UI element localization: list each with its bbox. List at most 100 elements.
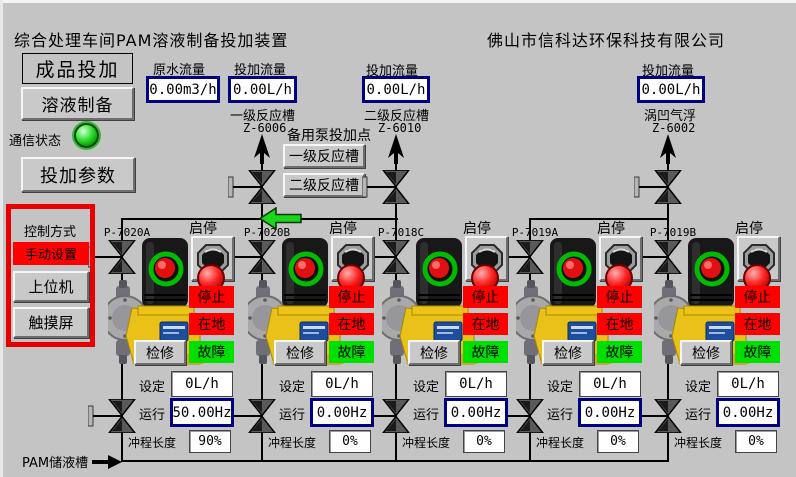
backup-dosing-label: 备用泵投加点 (287, 128, 371, 144)
maintenance-button[interactable]: 检修 (134, 340, 186, 365)
dosing-flow-3-label: 投加流量 (642, 64, 695, 79)
tank-feed-arrow-icon (92, 455, 122, 469)
control-mode-title: 控制方式 (24, 225, 77, 240)
stroke-length-value[interactable]: 0% (463, 430, 505, 453)
stroke-length-value[interactable]: 0% (597, 430, 639, 453)
pam-tank-label: PAM储液槽 (22, 456, 89, 471)
flotation-tag: Z-6002 (652, 121, 696, 135)
discharge-header-pipe-right (530, 218, 669, 220)
setpoint-label: 设定 (547, 380, 574, 395)
valve-icon[interactable] (228, 170, 276, 204)
local-status-badge: 在地 (735, 313, 780, 335)
comm-status-label: 通信状态 (9, 134, 62, 149)
nav-solution-prep-button[interactable]: 溶液制备 (21, 87, 134, 120)
dosing-flow-1-value: 0.00L/h (228, 76, 297, 103)
raw-water-flow-label: 原水流量 (153, 63, 206, 78)
setpoint-value[interactable]: 0L/h (445, 371, 507, 397)
comm-status-led-icon (74, 123, 99, 148)
maintenance-button[interactable]: 检修 (408, 340, 460, 365)
tank1-tag: Z-6006 (243, 121, 287, 135)
stop-status-badge: 停止 (735, 286, 780, 308)
nav-finished-dosing-button[interactable]: 成品投加 (22, 53, 133, 84)
flow-up-arrow-icon (388, 134, 404, 164)
tank2-name: 二级反应槽 (364, 109, 430, 124)
stroke-length-label: 冲程长度 (268, 436, 317, 450)
pump-tag-label: P-7020A (103, 226, 151, 239)
pump-column: P-7020B (228, 218, 378, 464)
startstop-label: 启停 (189, 221, 217, 237)
pump-column: P-7019B (634, 218, 784, 464)
maintenance-button[interactable]: 检修 (542, 340, 594, 365)
stop-status-badge: 停止 (189, 286, 234, 308)
backup-tank2-button[interactable]: 二级反应槽 (283, 173, 365, 197)
fault-status-badge: 故障 (463, 341, 508, 363)
stroke-length-label: 冲程长度 (536, 436, 585, 450)
dosing-flow-3-value: 0.00L/h (637, 76, 705, 103)
maintenance-button[interactable]: 检修 (274, 340, 326, 365)
maintenance-button[interactable]: 检修 (680, 340, 732, 365)
stop-status-badge: 停止 (597, 286, 642, 308)
setpoint-value[interactable]: 0L/h (717, 371, 779, 397)
flow-up-arrow-icon (660, 134, 676, 164)
run-freq-label: 运行 (413, 408, 440, 423)
run-freq-label: 运行 (279, 408, 306, 423)
pump-column: P-7019A (496, 218, 646, 464)
setpoint-label: 设定 (413, 380, 440, 395)
run-freq-label: 运行 (685, 408, 712, 423)
flow-up-arrow-icon (254, 134, 270, 164)
tank1-name: 一级反应槽 (230, 109, 296, 124)
fault-status-badge: 故障 (329, 341, 374, 363)
control-mode-manual-button[interactable]: 手动设置 (13, 242, 89, 265)
flow-left-green-arrow-icon (259, 207, 302, 230)
dosing-flow-2-label: 投加流量 (366, 64, 419, 79)
control-mode-frame (6, 204, 95, 347)
startstop-label: 启停 (463, 221, 491, 237)
stop-status-badge: 停止 (329, 286, 374, 308)
setpoint-value[interactable]: 0L/h (311, 371, 373, 397)
run-freq-value: 0.00Hz (310, 398, 374, 427)
pump-tag-label: P-7019A (511, 226, 559, 239)
company-name: 佛山市信科达环保科技有限公司 (487, 31, 726, 50)
setpoint-label: 设定 (685, 380, 712, 395)
stroke-length-value[interactable]: 0% (329, 430, 371, 453)
stroke-length-label: 冲程长度 (402, 436, 451, 450)
stroke-length-value[interactable]: 90% (189, 430, 231, 453)
dosing-flow-2-value: 0.00L/h (362, 76, 430, 103)
run-freq-value: 0.00Hz (444, 398, 508, 427)
pump-tag-label: P-7018C (377, 226, 425, 239)
dosing-flow-1-label: 投加流量 (234, 63, 287, 78)
local-status-badge: 在地 (463, 313, 508, 335)
local-status-badge: 在地 (189, 313, 234, 335)
run-freq-label: 运行 (547, 408, 574, 423)
setpoint-value[interactable]: 0L/h (171, 371, 233, 397)
run-freq-label: 运行 (139, 408, 166, 423)
local-status-badge: 在地 (329, 313, 374, 335)
stop-status-badge: 停止 (463, 286, 508, 308)
run-freq-value: 0.00Hz (716, 398, 780, 427)
setpoint-label: 设定 (139, 380, 166, 395)
valve-icon[interactable] (88, 399, 136, 433)
startstop-label: 启停 (735, 221, 763, 237)
fault-status-badge: 故障 (735, 341, 780, 363)
pump-tag-label: P-7020B (243, 226, 291, 239)
tank2-tag: Z-6010 (378, 121, 422, 135)
stroke-length-value[interactable]: 0% (735, 430, 777, 453)
flotation-name: 涡凹气浮 (644, 109, 697, 124)
nav-dosing-params-button[interactable]: 投加参数 (21, 157, 135, 192)
valve-icon[interactable] (362, 170, 410, 204)
control-mode-touch-button[interactable]: 触摸屏 (13, 307, 89, 338)
fault-status-badge: 故障 (189, 341, 234, 363)
raw-water-flow-value: 0.00m3/h (146, 76, 220, 103)
valve-icon[interactable] (228, 399, 276, 433)
startstop-label: 启停 (597, 221, 625, 237)
valve-icon[interactable] (634, 170, 682, 204)
window-edge-left (0, 0, 3, 477)
control-mode-host-button[interactable]: 上位机 (13, 271, 89, 302)
backup-tank1-button[interactable]: 一级反应槽 (283, 144, 365, 168)
window-edge-top (0, 0, 796, 3)
setpoint-value[interactable]: 0L/h (579, 371, 641, 397)
run-freq-value: 0.00Hz (578, 398, 642, 427)
page-title: 综合处理车间PAM溶液制备投加装置 (14, 31, 289, 50)
startstop-label: 启停 (329, 221, 357, 237)
